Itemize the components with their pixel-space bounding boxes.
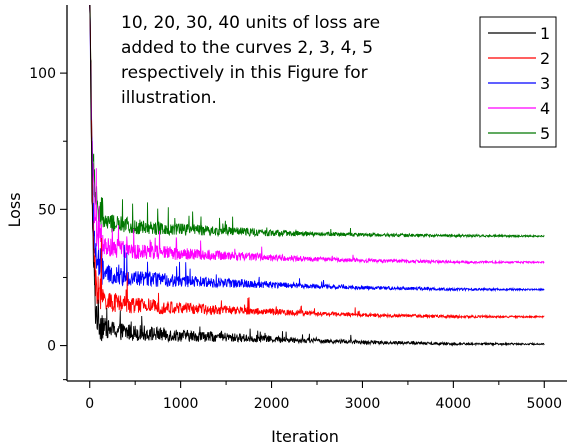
annotation-line: illustration.	[121, 88, 217, 108]
legend-label: 5	[540, 124, 550, 143]
legend-label: 1	[540, 24, 550, 43]
series-line-4	[89, 5, 545, 265]
x-tick-label: 4000	[436, 396, 472, 412]
legend: 1 2 3 4 5	[479, 16, 557, 148]
x-tick-label: 5000	[526, 396, 562, 412]
series-line-1	[89, 5, 545, 347]
legend-label: 2	[540, 49, 550, 68]
x-axis-title: Iteration	[271, 427, 339, 446]
annotation-text: 10, 20, 30, 40 units of loss are added t…	[121, 13, 380, 108]
y-axis-title: Loss	[5, 192, 24, 227]
legend-label: 4	[540, 99, 550, 118]
annotation-line: respectively in this Figure for	[121, 63, 368, 83]
series-line-2	[89, 5, 545, 320]
x-tick-label: 2000	[254, 396, 290, 412]
annotation-line: added to the curves 2, 3, 4, 5	[121, 38, 373, 58]
y-tick-label: 100	[29, 66, 56, 82]
legend-box	[479, 16, 557, 148]
series-line-3	[89, 5, 545, 293]
y-tick-label: 0	[47, 339, 56, 355]
x-tick-label: 0	[85, 396, 94, 412]
series-line-5	[89, 5, 545, 239]
legend-label: 3	[540, 74, 550, 93]
axes-layer: 0 1000 2000 3000 4000 5000 0 50 100	[29, 5, 567, 412]
series-layer	[89, 5, 545, 347]
y-tick-label: 50	[38, 202, 56, 218]
x-tick-label: 1000	[163, 396, 199, 412]
annotation-line: 10, 20, 30, 40 units of loss are	[121, 13, 380, 33]
x-tick-label: 3000	[345, 396, 381, 412]
